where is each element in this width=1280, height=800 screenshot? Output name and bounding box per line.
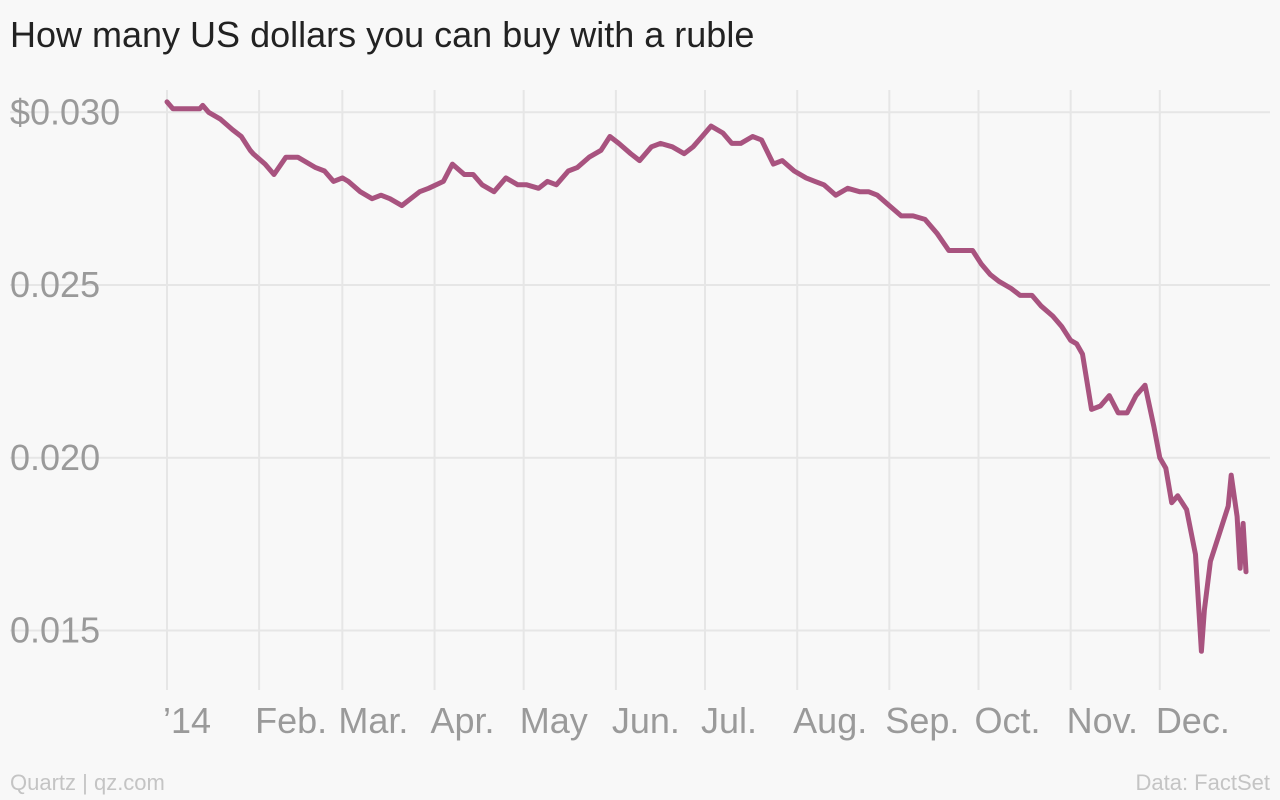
x-tick-label: Oct. bbox=[975, 700, 1041, 741]
series-line bbox=[164, 99, 1249, 654]
x-tick-label: Nov. bbox=[1067, 700, 1138, 741]
x-tick-label: Jun. bbox=[612, 700, 680, 741]
y-tick-label: $0.030 bbox=[10, 91, 120, 132]
x-tick-label: Sep. bbox=[885, 700, 959, 741]
x-tick-label: ’14 bbox=[163, 700, 211, 741]
series-layer bbox=[164, 99, 1249, 654]
y-tick-label: 0.020 bbox=[10, 437, 100, 478]
x-tick-label: Feb. bbox=[255, 700, 327, 741]
x-tick-label: Dec. bbox=[1156, 700, 1230, 741]
x-tick-label: May bbox=[520, 700, 588, 741]
y-tick-label: 0.025 bbox=[10, 264, 100, 305]
x-tick-label: Jul. bbox=[701, 700, 757, 741]
x-axis: ’14 Feb. Mar. Apr. May Jun. Jul. Aug. Sep. Oct. No… bbox=[163, 700, 1230, 741]
source-credit: Quartz | qz.com bbox=[10, 770, 165, 795]
data-source: Data: FactSet bbox=[1135, 770, 1270, 795]
x-tick-label: Apr. bbox=[431, 700, 495, 741]
x-tick-label: Mar. bbox=[338, 700, 408, 741]
chart-title: How many US dollars you can buy with a r… bbox=[10, 14, 755, 55]
grid bbox=[10, 90, 1270, 690]
y-tick-label: 0.015 bbox=[10, 610, 100, 651]
x-tick-label: Aug. bbox=[793, 700, 867, 741]
y-axis: $0.030 0.025 0.020 0.015 bbox=[10, 91, 120, 650]
